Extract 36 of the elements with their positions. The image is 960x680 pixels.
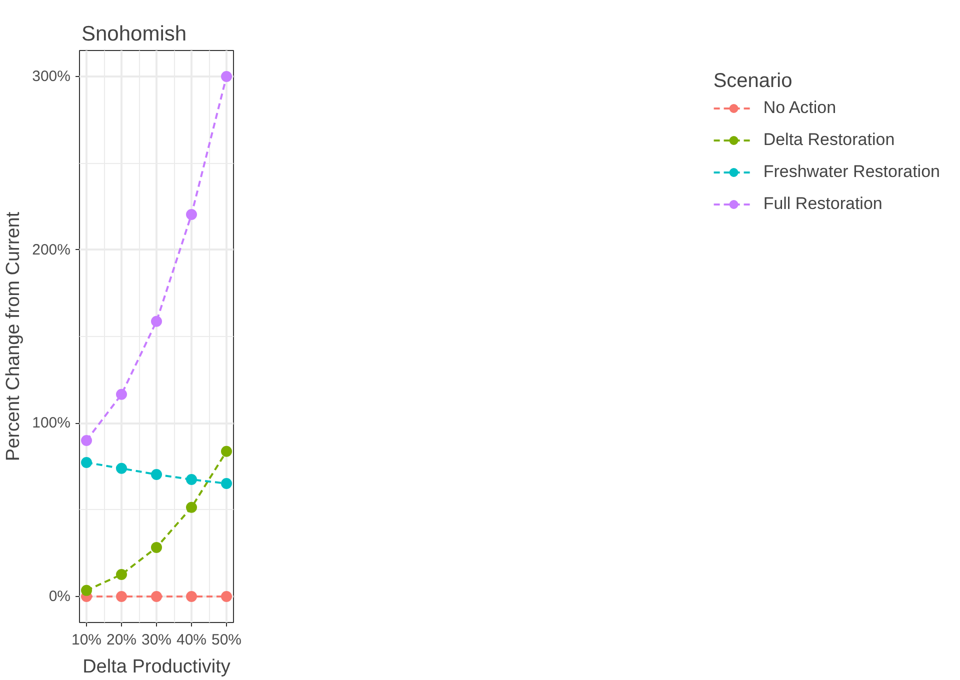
- point: [116, 462, 127, 474]
- point: [151, 542, 162, 553]
- point: [186, 474, 197, 485]
- point: [81, 584, 92, 596]
- point: [186, 502, 197, 513]
- point: [221, 71, 232, 82]
- point: [116, 591, 127, 602]
- legend-label: Freshwater Restoration: [763, 162, 940, 182]
- x-tick-label: 40%: [176, 632, 207, 648]
- x-tick-label: 30%: [141, 632, 172, 648]
- y-tick-label: 300%: [32, 68, 71, 85]
- point: [151, 468, 162, 480]
- y-tick-label: 100%: [32, 414, 71, 432]
- y-axis-title: Percent Change from Current: [3, 211, 24, 462]
- point: [186, 208, 197, 220]
- y-tick-label: 0%: [48, 588, 71, 605]
- legend-label: Delta Restoration: [763, 130, 895, 150]
- x-tick-label: 50%: [211, 632, 242, 648]
- point: [116, 388, 127, 400]
- point: [151, 316, 162, 327]
- x-tick-label: 20%: [106, 632, 137, 648]
- point: [221, 446, 232, 457]
- point: [81, 457, 92, 468]
- x-tick-label: 10%: [71, 632, 102, 648]
- point: [116, 568, 127, 580]
- legend-title: Scenario: [713, 70, 794, 93]
- chart-title: Snohomish: [82, 22, 187, 46]
- legend-label: Full Restoration: [763, 194, 882, 214]
- point: [221, 478, 232, 489]
- legend-label: No Action: [763, 98, 836, 118]
- x-axis-title: Delta Productivity: [82, 656, 231, 678]
- point: [151, 591, 162, 602]
- point: [81, 435, 92, 446]
- point: [221, 591, 232, 602]
- y-tick-label: 200%: [32, 241, 71, 258]
- point: [186, 591, 197, 602]
